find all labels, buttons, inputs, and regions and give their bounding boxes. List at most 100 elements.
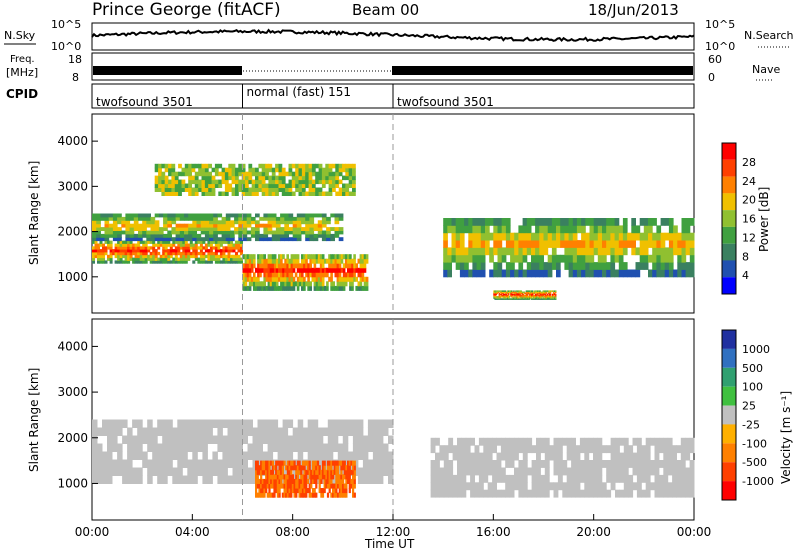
heatmap-cell <box>196 223 202 228</box>
heatmap-cell <box>172 257 176 261</box>
heatmap-cell <box>493 262 498 270</box>
heatmap-cell <box>198 163 202 169</box>
heatmap-cell <box>167 467 173 476</box>
heatmap-cell <box>627 232 632 241</box>
heatmap-cell <box>326 469 330 475</box>
heatmap-cell <box>518 290 520 292</box>
heatmap-cell <box>305 237 310 242</box>
heatmap-cell <box>377 467 384 476</box>
heatmap-cell <box>309 285 312 291</box>
heatmap-cell <box>171 216 177 221</box>
heatmap-cell <box>129 254 133 259</box>
heatmap-cell <box>270 469 273 475</box>
heatmap-cell <box>104 233 110 238</box>
heatmap-cell <box>365 276 369 282</box>
heatmap-cell <box>547 291 550 294</box>
heatmap-cell <box>343 469 346 475</box>
heatmap-cell <box>301 171 306 177</box>
heatmap-cell <box>505 474 511 483</box>
heatmap-cell <box>164 183 169 188</box>
heatmap-cell <box>109 240 113 244</box>
heatmap-cell <box>291 179 296 185</box>
heatmap-cell <box>278 272 281 278</box>
heatmap-cell <box>349 267 352 273</box>
heatmap-cell <box>117 240 121 244</box>
heatmap-cell <box>495 297 497 299</box>
heatmap-cell <box>167 223 172 228</box>
heatmap-cell <box>606 460 612 468</box>
heatmap-cell <box>238 179 243 185</box>
freq-panel-frame <box>91 52 695 81</box>
heatmap-cell <box>315 483 318 489</box>
heatmap-cell <box>618 225 624 234</box>
heatmap-cell <box>643 262 649 270</box>
heatmap-cell <box>213 237 218 242</box>
heatmap-cell <box>514 467 519 476</box>
heatmap-cell <box>465 467 471 476</box>
heatmap-cell <box>328 465 331 471</box>
heatmap-cell <box>252 435 258 444</box>
heatmap-cell <box>242 267 246 273</box>
heatmap-cell <box>225 216 231 221</box>
heatmap-cell <box>295 492 298 498</box>
heatmap-cell <box>167 427 173 436</box>
heatmap-cell <box>476 247 482 256</box>
heatmap-cell <box>192 220 197 225</box>
heatmap-cell <box>261 263 264 269</box>
heatmap-cell <box>340 254 344 260</box>
heatmap-cell <box>439 489 445 498</box>
heatmap-cell <box>256 492 259 498</box>
heatmap-cell <box>355 276 358 282</box>
heatmap-cell <box>275 488 278 494</box>
heatmap-cell <box>177 451 183 460</box>
heatmap-cell <box>235 187 239 192</box>
heatmap-cell <box>276 492 279 498</box>
heatmap-cell <box>132 443 138 452</box>
heatmap-cell <box>122 260 126 264</box>
heatmap-cell <box>192 246 196 250</box>
heatmap-cell <box>235 246 238 250</box>
heatmap-cell <box>253 258 256 264</box>
heatmap-cell <box>313 258 317 264</box>
heatmap-cell <box>244 276 248 282</box>
heatmap-cell <box>265 478 268 484</box>
heatmap-cell <box>581 262 586 270</box>
heatmap-cell <box>240 260 243 264</box>
heatmap-cell <box>227 243 231 247</box>
heatmap-cell <box>347 465 350 471</box>
heatmap-cell <box>547 232 553 241</box>
heatmap-cell <box>435 460 440 468</box>
heatmap-cell <box>388 467 394 476</box>
heatmap-cell <box>353 474 356 480</box>
heatmap-cell <box>301 227 306 231</box>
heatmap-cell <box>267 220 273 225</box>
heatmap-cell <box>154 257 158 261</box>
heatmap-cell <box>137 260 141 264</box>
heatmap-cell <box>496 467 502 476</box>
heatmap-cell <box>328 183 333 188</box>
heatmap-cell <box>443 445 449 454</box>
heatmap-cell <box>225 233 231 238</box>
heatmap-cell <box>348 469 351 475</box>
heatmap-cell <box>539 240 544 248</box>
heatmap-cell <box>213 216 218 221</box>
heatmap-cell <box>485 218 490 226</box>
heatmap-cell <box>117 233 122 238</box>
heatmap-cell <box>447 254 452 263</box>
heatmap-cell <box>278 187 283 192</box>
freq-bar-left <box>93 66 242 75</box>
heatmap-cell <box>247 467 253 476</box>
heatmap-cell <box>522 298 525 300</box>
heatmap-cell <box>512 291 514 294</box>
heatmap-cell <box>275 191 279 196</box>
heatmap-cell <box>557 460 563 468</box>
heatmap-cell <box>654 452 660 461</box>
heatmap-cell <box>129 240 133 244</box>
heatmap-cell <box>258 175 263 181</box>
heatmap-cell <box>589 225 595 234</box>
heatmap-cell <box>242 220 248 225</box>
heatmap-cell <box>347 276 350 282</box>
heatmap-cell <box>258 187 263 192</box>
heatmap-cell <box>363 258 367 264</box>
heatmap-cell <box>298 191 303 196</box>
